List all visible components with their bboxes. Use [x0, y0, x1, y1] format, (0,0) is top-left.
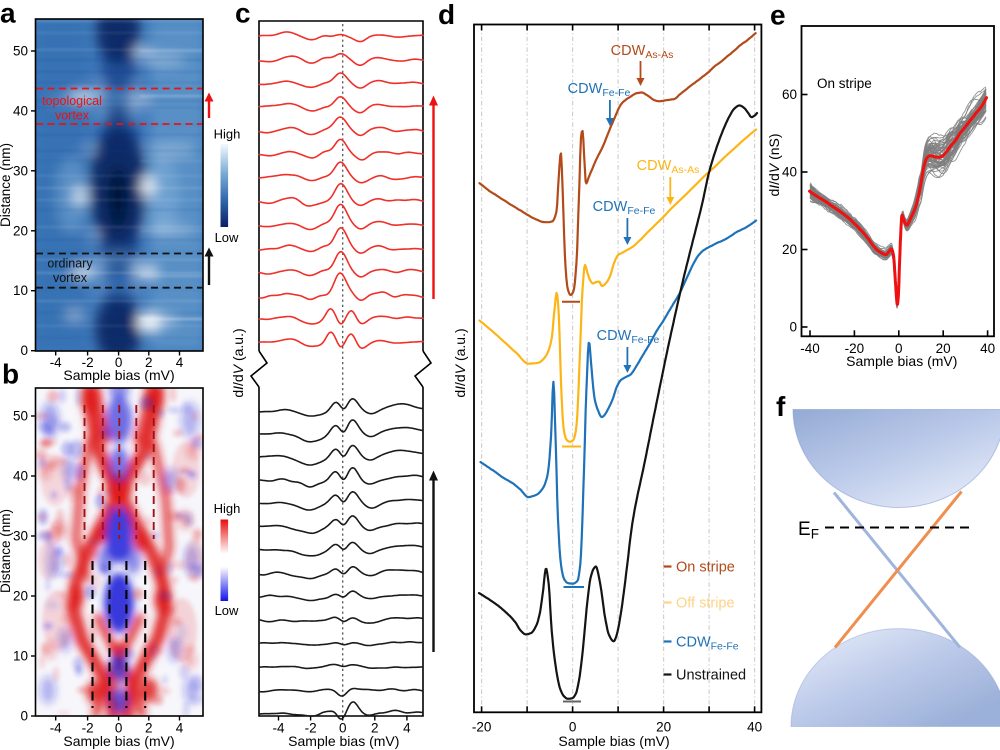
svg-text:c: c: [235, 0, 251, 29]
svg-text:20: 20: [782, 242, 797, 257]
svg-text:dI/dV (nS): dI/dV (nS): [766, 133, 782, 196]
svg-text:-2: -2: [82, 355, 94, 370]
svg-text:Distance (nm): Distance (nm): [0, 143, 13, 227]
svg-text:20: 20: [936, 341, 951, 356]
svg-text:20: 20: [13, 223, 28, 238]
svg-text:0: 0: [895, 341, 903, 356]
svg-text:2: 2: [145, 355, 153, 370]
svg-text:e: e: [770, 0, 786, 31]
svg-text:-4: -4: [272, 721, 284, 736]
svg-text:Sample bias (mV): Sample bias (mV): [63, 733, 174, 749]
svg-text:0: 0: [569, 720, 577, 735]
svg-text:topological: topological: [42, 94, 102, 108]
svg-text:-2: -2: [82, 721, 94, 736]
svg-text:Distance (nm): Distance (nm): [0, 509, 13, 593]
svg-text:40: 40: [980, 341, 995, 356]
svg-text:0: 0: [115, 721, 123, 736]
svg-text:40: 40: [747, 720, 762, 735]
svg-text:0: 0: [789, 320, 797, 335]
svg-text:10: 10: [13, 649, 28, 664]
svg-text:30: 30: [13, 163, 28, 178]
svg-text:10: 10: [13, 283, 28, 298]
svg-text:On stripe: On stripe: [817, 76, 872, 91]
svg-text:2: 2: [371, 721, 379, 736]
svg-text:-2: -2: [305, 721, 317, 736]
svg-text:30: 30: [13, 529, 28, 544]
svg-text:a: a: [0, 0, 16, 29]
svg-text:vortex: vortex: [53, 271, 88, 285]
svg-text:-4: -4: [50, 355, 62, 370]
svg-text:4: 4: [176, 721, 184, 736]
svg-text:f: f: [776, 391, 786, 422]
svg-text:40: 40: [782, 165, 797, 180]
svg-text:High: High: [214, 127, 241, 142]
svg-text:0: 0: [20, 343, 28, 358]
svg-text:b: b: [2, 359, 19, 390]
svg-text:Sample bias (mV): Sample bias (mV): [558, 733, 669, 749]
svg-text:4: 4: [176, 355, 184, 370]
svg-text:20: 20: [656, 720, 671, 735]
svg-text:ordinary: ordinary: [47, 257, 93, 271]
svg-text:Low: Low: [215, 603, 239, 618]
svg-text:0: 0: [115, 355, 123, 370]
svg-text:50: 50: [13, 44, 28, 59]
svg-text:Off stripe: Off stripe: [676, 596, 735, 612]
svg-text:High: High: [214, 501, 241, 516]
svg-text:2: 2: [145, 721, 153, 736]
svg-text:0: 0: [20, 709, 28, 724]
svg-text:-20: -20: [472, 720, 492, 735]
svg-text:Unstrained: Unstrained: [676, 668, 746, 684]
svg-text:vortex: vortex: [55, 109, 90, 123]
svg-text:4: 4: [403, 721, 411, 736]
svg-text:50: 50: [13, 409, 28, 424]
svg-text:Low: Low: [215, 230, 239, 245]
svg-text:d: d: [438, 0, 455, 30]
svg-text:Sample bias (mV): Sample bias (mV): [846, 353, 957, 369]
svg-text:dI/dV (a.u.): dI/dV (a.u.): [452, 328, 468, 397]
svg-text:60: 60: [782, 87, 797, 102]
svg-text:Sample bias (mV): Sample bias (mV): [63, 367, 174, 383]
svg-text:Sample bias (mV): Sample bias (mV): [288, 733, 399, 749]
svg-text:20: 20: [13, 589, 28, 604]
svg-text:On stripe: On stripe: [676, 560, 735, 576]
svg-text:-4: -4: [50, 721, 62, 736]
svg-text:dI/dV (a.u.): dI/dV (a.u.): [230, 328, 246, 397]
svg-text:-20: -20: [845, 341, 865, 356]
svg-text:40: 40: [13, 103, 28, 118]
svg-text:40: 40: [13, 469, 28, 484]
svg-text:-40: -40: [800, 341, 820, 356]
svg-text:0: 0: [339, 721, 347, 736]
